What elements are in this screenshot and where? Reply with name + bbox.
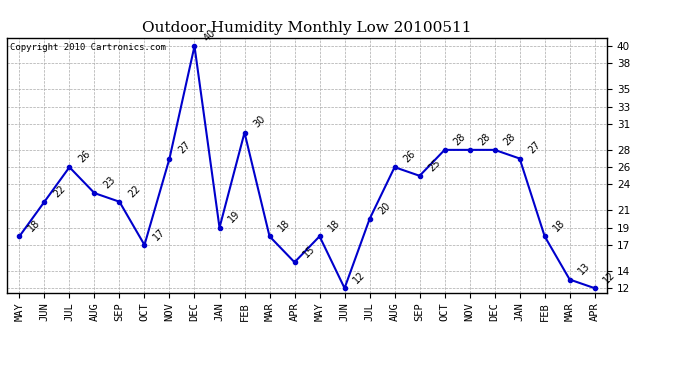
Text: 28: 28 — [477, 131, 493, 147]
Text: 17: 17 — [151, 226, 167, 242]
Text: 20: 20 — [377, 200, 393, 216]
Text: 26: 26 — [402, 148, 417, 164]
Text: 13: 13 — [577, 261, 592, 277]
Text: 28: 28 — [451, 131, 467, 147]
Text: 27: 27 — [526, 140, 542, 156]
Text: 28: 28 — [502, 131, 518, 147]
Text: 18: 18 — [326, 218, 342, 234]
Text: 27: 27 — [177, 140, 193, 156]
Text: 19: 19 — [226, 209, 242, 225]
Text: 12: 12 — [351, 270, 367, 285]
Text: 18: 18 — [551, 218, 567, 234]
Text: Copyright 2010 Cartronics.com: Copyright 2010 Cartronics.com — [10, 43, 166, 52]
Title: Outdoor Humidity Monthly Low 20100511: Outdoor Humidity Monthly Low 20100511 — [142, 21, 472, 35]
Text: 18: 18 — [26, 218, 42, 234]
Text: 26: 26 — [77, 148, 92, 164]
Text: 30: 30 — [251, 114, 267, 130]
Text: 18: 18 — [277, 218, 292, 234]
Text: 23: 23 — [101, 174, 117, 190]
Text: 22: 22 — [51, 183, 67, 199]
Text: 15: 15 — [302, 244, 317, 260]
Text: 25: 25 — [426, 157, 442, 173]
Text: 22: 22 — [126, 183, 142, 199]
Text: 40: 40 — [201, 28, 217, 44]
Text: 12: 12 — [602, 270, 618, 285]
